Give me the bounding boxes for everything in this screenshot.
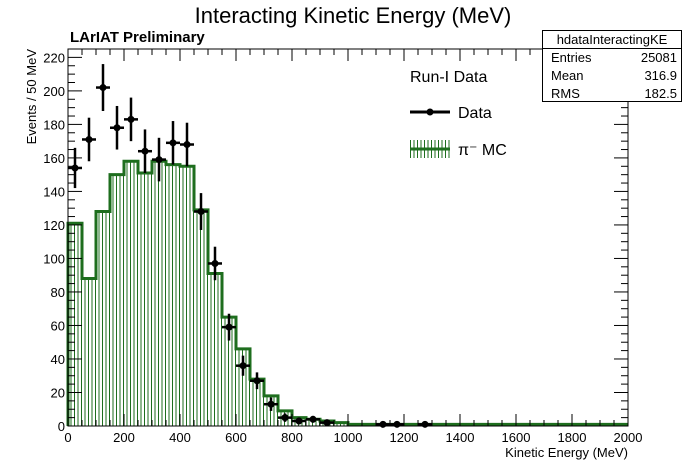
mc-bin xyxy=(334,422,348,426)
mc-bin xyxy=(236,348,250,426)
x-tick-label: 0 xyxy=(64,430,71,445)
mc-bin xyxy=(194,209,208,426)
x-tick-label: 1600 xyxy=(502,430,531,445)
data-point xyxy=(113,124,121,132)
data-point xyxy=(239,362,247,370)
mc-bin xyxy=(138,172,152,426)
data-point xyxy=(99,84,107,92)
x-tick-label: 400 xyxy=(169,430,191,445)
legend-header: Run-I Data xyxy=(410,69,487,86)
stats-value: 316.9 xyxy=(644,68,677,83)
y-tick-label: 120 xyxy=(43,218,65,233)
legend-data-marker xyxy=(426,108,434,116)
stats-row-entries: Entries 25081 xyxy=(543,49,681,67)
stats-box-title: hdataInteractingKE xyxy=(543,31,681,49)
data-point xyxy=(309,415,317,423)
data-point xyxy=(253,377,261,385)
data-point xyxy=(127,115,135,123)
x-tick-label: 2000 xyxy=(614,430,643,445)
mc-bin xyxy=(152,161,166,427)
y-tick-label: 200 xyxy=(43,84,65,99)
stats-label: RMS xyxy=(551,86,580,101)
stats-label: Mean xyxy=(551,68,584,83)
mc-bin xyxy=(208,273,222,426)
data-point xyxy=(197,208,205,216)
data-point xyxy=(183,141,191,149)
y-axis-label: Events / 50 MeV xyxy=(24,49,39,145)
mc-bin xyxy=(124,161,138,427)
x-tick-label: 800 xyxy=(281,430,303,445)
data-point xyxy=(85,135,93,143)
mc-bin xyxy=(82,278,96,426)
data-point xyxy=(281,414,289,422)
y-tick-label: 100 xyxy=(43,251,65,266)
data-point xyxy=(323,419,331,427)
mc-bin xyxy=(110,174,124,426)
mc-bin xyxy=(222,317,236,426)
data-point xyxy=(169,139,177,147)
x-tick-label: 1000 xyxy=(334,430,363,445)
y-tick-label: 80 xyxy=(51,285,65,300)
data-point xyxy=(379,420,387,428)
mc-bin xyxy=(250,379,264,426)
stats-value: 25081 xyxy=(640,50,677,65)
data-point xyxy=(393,420,401,428)
mc-bin xyxy=(166,164,180,426)
mc-bin xyxy=(96,211,110,426)
y-tick-label: 160 xyxy=(43,151,65,166)
data-point xyxy=(211,259,219,267)
stats-label: Entries xyxy=(551,50,592,65)
data-points xyxy=(68,64,432,428)
x-tick-label: 1200 xyxy=(390,430,419,445)
x-tick-label: 600 xyxy=(225,430,247,445)
y-tick-label: 0 xyxy=(58,419,65,434)
y-tick-label: 220 xyxy=(43,50,65,65)
y-tick-label: 40 xyxy=(51,352,65,367)
y-tick-label: 140 xyxy=(43,184,65,199)
data-point xyxy=(225,323,233,331)
legend: Run-I Data Data π⁻ MC xyxy=(410,69,507,159)
legend-mc-label: π⁻ MC xyxy=(458,142,507,159)
data-point xyxy=(295,417,303,425)
stats-value: 182.5 xyxy=(644,86,677,101)
data-point xyxy=(155,156,163,164)
data-point xyxy=(267,400,275,408)
x-tick-label: 1400 xyxy=(446,430,475,445)
mc-bin xyxy=(68,223,82,426)
legend-data-label: Data xyxy=(458,105,492,122)
x-tick-label: 200 xyxy=(113,430,135,445)
stats-row-rms: RMS 182.5 xyxy=(543,85,681,101)
chart-title: Interacting Kinetic Energy (MeV) xyxy=(195,3,512,28)
data-point xyxy=(71,164,79,172)
x-tick-label: 1800 xyxy=(558,430,587,445)
mc-bin xyxy=(180,166,194,427)
y-tick-label: 60 xyxy=(51,318,65,333)
y-tick-label: 20 xyxy=(51,385,65,400)
data-point xyxy=(141,147,149,155)
y-tick-label: 180 xyxy=(43,117,65,132)
stats-row-mean: Mean 316.9 xyxy=(543,67,681,85)
x-axis-label: Kinetic Energy (MeV) xyxy=(505,445,628,460)
chart-subtitle: LArIAT Preliminary xyxy=(70,29,205,46)
axes: 0 200 400 600 800 1000 1200 1400 1600 1800 2000 0 20… xyxy=(43,48,643,445)
data-point xyxy=(421,420,429,428)
stats-box: hdataInteractingKE Entries 25081 Mean 31… xyxy=(542,30,682,102)
mc-histogram xyxy=(66,159,628,427)
